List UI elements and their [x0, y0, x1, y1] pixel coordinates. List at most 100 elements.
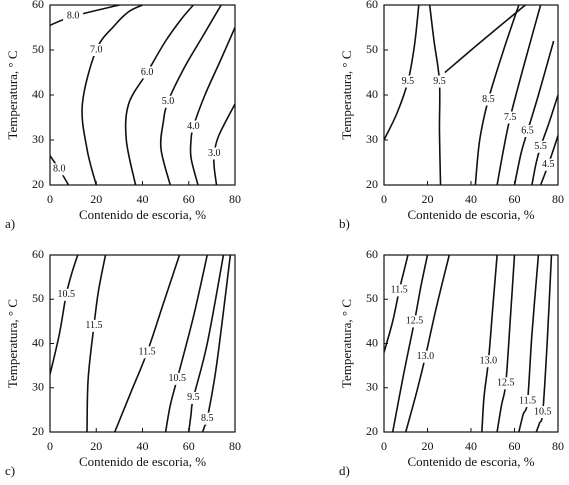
contour-line	[481, 255, 498, 432]
panel: 11.512.513.0 13.012.511.510.50 20 40 60 80203…	[339, 247, 564, 478]
contour-label: 8.5	[201, 413, 214, 424]
contour-label-bg	[517, 395, 538, 408]
contour-label-bg	[63, 10, 84, 23]
contour-line	[189, 27, 235, 185]
plot-frame	[383, 4, 559, 186]
contour-label: 3.0	[208, 148, 221, 159]
y-tick-label: 60	[366, 0, 378, 11]
contour-label-bg	[83, 319, 104, 332]
contour-label: 11.5	[139, 347, 156, 358]
contour-line	[164, 255, 209, 432]
contour-label: 11.5	[391, 285, 408, 296]
y-axis-label: Temperatura, ° C	[5, 299, 20, 388]
contour-label: 7.5	[504, 112, 517, 123]
x-tick-label: 80	[552, 439, 564, 453]
contour-label: 6.0	[141, 67, 154, 78]
y-tick-label: 60	[366, 247, 378, 261]
x-tick-label: 40	[137, 192, 149, 206]
y-tick-label: 20	[32, 424, 44, 438]
y-tick-label: 50	[366, 42, 378, 56]
contour-label: 11.5	[85, 320, 102, 331]
y-axis-label: Temperatura, ° C	[5, 50, 20, 139]
contour-label: 10.5	[534, 406, 552, 417]
contour-label: 7.0	[90, 44, 103, 55]
contour-label: 9.5	[402, 76, 415, 87]
contour-label-bg	[415, 350, 436, 363]
y-tick-label: 30	[32, 132, 44, 146]
x-tick-label: 20	[90, 439, 102, 453]
contour-line	[187, 255, 225, 432]
contour-label-bg	[157, 95, 178, 108]
y-tick-label: 40	[366, 335, 378, 349]
panel-label: d)	[339, 463, 350, 478]
contour-label: 5.5	[534, 141, 547, 152]
contour-label: 13.0	[480, 355, 498, 366]
contour-line	[496, 5, 542, 185]
contour-label-bg	[86, 44, 107, 56]
contour-line	[496, 255, 516, 432]
contour-label: 10.5	[168, 373, 186, 384]
y-tick-label: 50	[366, 291, 378, 305]
x-tick-label: 20	[422, 192, 434, 206]
contour-label-bg	[538, 158, 558, 171]
contour-label-bg	[137, 346, 158, 359]
contour-label: 4.5	[542, 159, 555, 170]
contour-label-bg	[183, 391, 204, 404]
contour-label: 9.5	[187, 392, 200, 403]
contour-label-bg	[404, 315, 425, 328]
x-axis-label: Contenido de escoria, %	[407, 207, 534, 222]
panel-label: a)	[5, 216, 15, 231]
contour-label-bg	[517, 125, 538, 137]
contour-label: 8.0	[53, 164, 66, 175]
x-axis-label: Contenido de escoria, %	[79, 207, 206, 222]
y-tick-label: 20	[32, 177, 44, 191]
y-tick-label: 30	[366, 380, 378, 394]
y-tick-label: 40	[32, 335, 44, 349]
contour-label-bg	[197, 412, 218, 425]
y-axis-label: Temperatura, ° C	[339, 50, 354, 139]
y-tick-label: 50	[32, 291, 44, 305]
contour-label-bg	[137, 66, 158, 79]
contour-label-bg	[167, 372, 188, 385]
contour-label: 11.5	[519, 395, 536, 406]
panel-label: c)	[5, 463, 15, 478]
x-tick-label: 40	[137, 439, 149, 453]
x-tick-label: 80	[229, 192, 241, 206]
contour-label-bg	[532, 406, 553, 419]
x-tick-label: 0	[47, 439, 53, 453]
x-tick-label: 80	[552, 192, 564, 206]
contour-label: 6.5	[521, 125, 534, 136]
contour-label-bg	[429, 75, 450, 88]
y-axis-label: Temperatura, ° C	[339, 299, 354, 388]
contour-label-bg	[204, 147, 225, 160]
y-tick-label: 30	[32, 380, 44, 394]
y-tick-label: 60	[32, 0, 44, 11]
x-axis-label: Contenido de escoria, %	[79, 454, 206, 469]
y-tick-label: 60	[32, 247, 44, 261]
contour-line	[444, 5, 526, 74]
y-tick-label: 20	[366, 424, 378, 438]
contour-line	[384, 5, 420, 141]
contour-label: 9.5	[433, 76, 446, 87]
x-tick-label: 80	[229, 439, 241, 453]
contour-line	[86, 255, 107, 432]
x-axis-label: Contenido de escoria, %	[407, 454, 534, 469]
x-tick-label: 40	[465, 439, 477, 453]
contour-label: 12.5	[406, 316, 424, 327]
contour-line	[384, 255, 409, 353]
x-tick-label: 60	[509, 439, 521, 453]
contour-label: 5.0	[162, 96, 175, 107]
y-tick-label: 20	[366, 177, 378, 191]
contour-label-bg	[389, 284, 410, 297]
contour-label-bg	[183, 120, 204, 133]
contour-label: 12.5	[497, 378, 515, 389]
x-tick-label: 20	[90, 192, 102, 206]
contour-label: 4.0	[187, 121, 200, 132]
contour-line	[124, 5, 194, 185]
contours: 9.5 9.5 8.5 7.5 6.55.5 4.5	[384, 5, 558, 185]
contour-label-bg	[50, 163, 70, 176]
y-tick-label: 30	[366, 132, 378, 146]
contour-label-bg	[397, 75, 418, 88]
panel: 10.511.511.510.59.58.50 20 40 60 80203040506…	[5, 247, 241, 478]
